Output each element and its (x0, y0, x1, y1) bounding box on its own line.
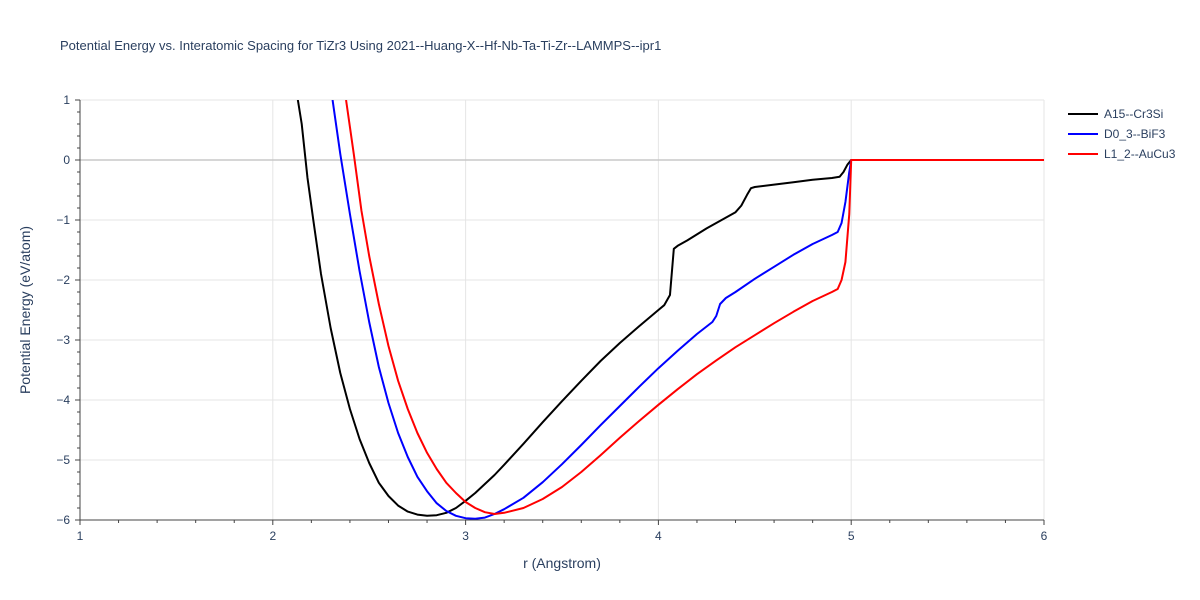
y-axis-title: Potential Energy (eV/atom) (17, 226, 33, 394)
axes (75, 99, 1045, 525)
y-tick-label: −6 (56, 513, 70, 527)
legend-item[interactable]: A15--Cr3Si (1068, 107, 1163, 121)
x-tick-label: 4 (655, 529, 662, 543)
series-line-2[interactable] (345, 100, 1044, 515)
legend-label: A15--Cr3Si (1104, 107, 1163, 121)
x-tick-label: 3 (462, 529, 469, 543)
legend-item[interactable]: L1_2--AuCu3 (1068, 147, 1176, 161)
x-axis-title: r (Angstrom) (523, 555, 601, 571)
grid (80, 99, 1045, 520)
series-group (296, 100, 1044, 520)
series-line-1[interactable] (331, 100, 1044, 520)
legend[interactable]: A15--Cr3Si D0_3--BiF3 L1_2--AuCu3 (1068, 107, 1176, 161)
legend-item[interactable]: D0_3--BiF3 (1068, 127, 1166, 141)
y-tick-label: 1 (63, 93, 70, 107)
x-tick-label: 6 (1041, 529, 1048, 543)
y-tick-label: −3 (56, 333, 70, 347)
legend-label: D0_3--BiF3 (1104, 127, 1166, 141)
y-tick-label: −5 (56, 453, 70, 467)
series-line-0[interactable] (296, 100, 1044, 517)
legend-label: L1_2--AuCu3 (1104, 147, 1176, 161)
y-tick-label: −2 (56, 273, 70, 287)
y-tick-label: −4 (56, 393, 70, 407)
x-tick-label: 1 (77, 529, 84, 543)
y-tick-label: −1 (56, 213, 70, 227)
tick-labels: 1 2 3 4 5 6 1 0 −1 −2 −3 −4 −5 −6 (56, 93, 1047, 543)
y-tick-label: 0 (63, 153, 70, 167)
x-tick-label: 2 (269, 529, 276, 543)
chart-title: Potential Energy vs. Interatomic Spacing… (60, 38, 661, 53)
x-tick-label: 5 (848, 529, 855, 543)
